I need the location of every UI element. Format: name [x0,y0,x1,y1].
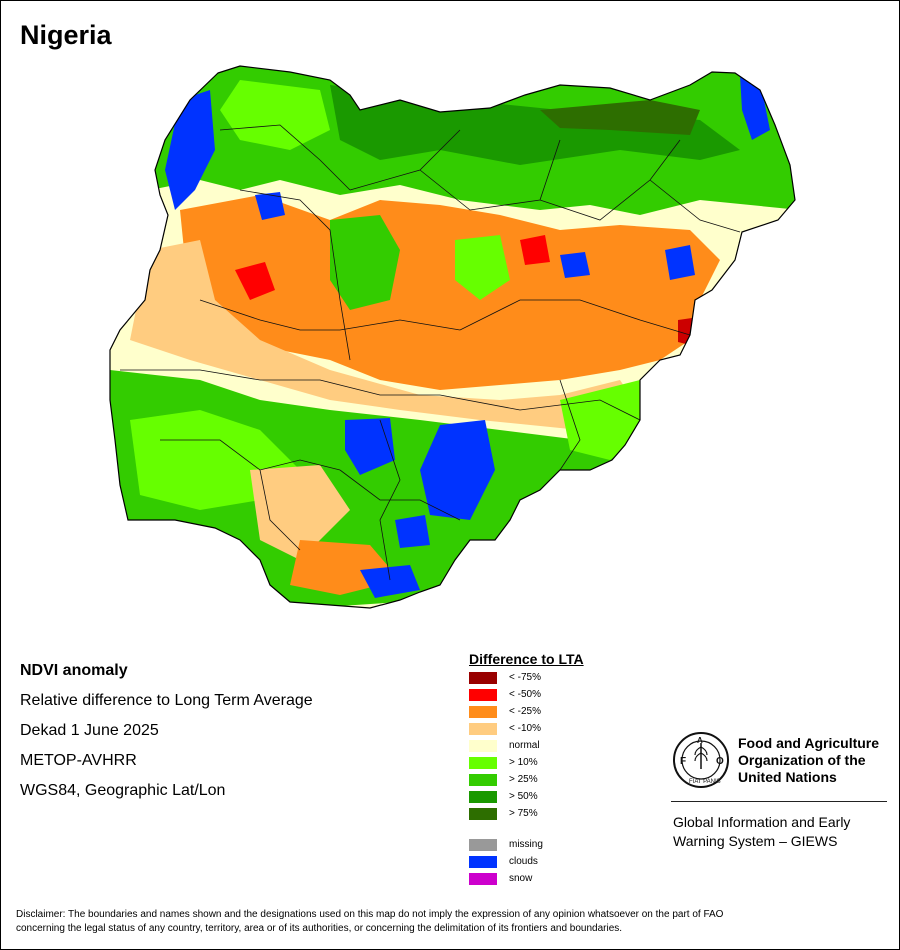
legend-class-item: < -75% [469,669,584,686]
legend-swatch [469,872,497,885]
legend-swatch [469,722,497,735]
cloud-patch-west [255,192,285,220]
legend-class-item: > 50% [469,788,584,805]
legend-class-item: normal [469,737,584,754]
map-info: NDVI anomaly Relative difference to Long… [20,656,313,806]
cloud-patch-east [560,252,590,278]
central-green-zone [330,215,400,310]
legend-label: snow [509,873,533,884]
central-orange-zone [180,195,720,390]
legend-swatch [469,671,497,684]
legend-swatch [469,773,497,786]
legend-label: < -25% [509,706,541,717]
north-light-green-patch [220,80,330,150]
fao-logo-letter-f: F [680,756,686,767]
legend-label: < -75% [509,672,541,683]
legend-special-item: clouds [469,853,584,870]
giews-line1: Global Information and Early [673,814,851,830]
info-line-period: Dekad 1 June 2025 [20,722,159,739]
fao-logo-motto: FIAT PANIS [689,779,721,785]
fao-name-line3: United Nations [738,769,837,785]
legend-class-item: < -25% [469,703,584,720]
legend-class-item: > 25% [469,771,584,788]
fao-name: Food and Agriculture Organization of the… [738,735,879,786]
giews-line2: Warning System – GIEWS [673,833,838,849]
info-line-sensor: METOP-AVHRR [20,752,137,769]
legend-swatch [469,807,497,820]
legend-special: missing clouds snow [469,836,584,887]
cloud-patch-south [345,418,395,475]
legend-swatch [469,688,497,701]
fao-name-line1: Food and Agriculture [738,735,880,751]
legend-special-item: snow [469,870,584,887]
legend-class-item: > 10% [469,754,584,771]
north-dark-green-patch [540,100,700,135]
legend-label: < -50% [509,689,541,700]
state-boundaries [120,124,741,581]
info-line-description: Relative difference to Long Term Average [20,692,313,709]
map-title: Nigeria [20,20,112,50]
legend-swatch [469,705,497,718]
red-patch-east [520,235,550,265]
red-patch-west [235,262,275,300]
nigeria-border [109,65,796,609]
cloud-patch-delta [360,565,420,598]
fao-logo-letter-o: O [716,756,724,767]
fao-name-line2: Organization of the [738,752,866,768]
legend-class-item: < -10% [469,720,584,737]
legend-title: Difference to LTA [469,651,584,667]
legend-special-item: missing [469,836,584,853]
disclaimer-line1: Disclaimer: The boundaries and names sho… [16,909,724,920]
legend-label: < -10% [509,723,541,734]
map-legend: Difference to LTA < -75% < -50% < -25% < -1… [469,651,584,887]
legend-class-item: > 75% [469,805,584,822]
legend-swatch [469,855,497,868]
legend-label: > 10% [509,757,538,768]
legend-classes: < -75% < -50% < -25% < -10% normal > 10% > 25%… [469,669,584,822]
disclaimer: Disclaimer: The boundaries and names sho… [16,908,886,936]
fao-logo-letter-a: A [697,736,703,745]
legend-label: > 25% [509,774,538,785]
legend-label: clouds [509,856,538,867]
fao-logo: F O A FIAT PANIS [673,732,729,788]
info-line-projection: WGS84, Geographic Lat/Lon [20,782,226,799]
legend-swatch [469,739,497,752]
central-green-zone-east [455,235,510,300]
legend-label: normal [509,740,540,751]
nigeria-ndvi-map [109,65,796,609]
giews-label: Global Information and Early Warning Sys… [673,813,850,851]
cloud-patch-lake-chad [740,75,770,140]
cloud-patch-delta-west [395,515,430,548]
cloud-patch-southeast [420,420,495,520]
cloud-patch-northeast [665,245,695,280]
legend-swatch [469,756,497,769]
south-orange-patch [250,465,350,560]
legend-label: missing [509,839,543,850]
fao-divider [671,801,887,802]
disclaimer-line2: concerning the legal status of any count… [16,923,623,934]
legend-label: > 50% [509,791,538,802]
info-heading: NDVI anomaly [20,662,128,679]
legend-swatch [469,790,497,803]
legend-swatch [469,838,497,851]
legend-label: > 75% [509,808,538,819]
legend-class-item: < -50% [469,686,584,703]
